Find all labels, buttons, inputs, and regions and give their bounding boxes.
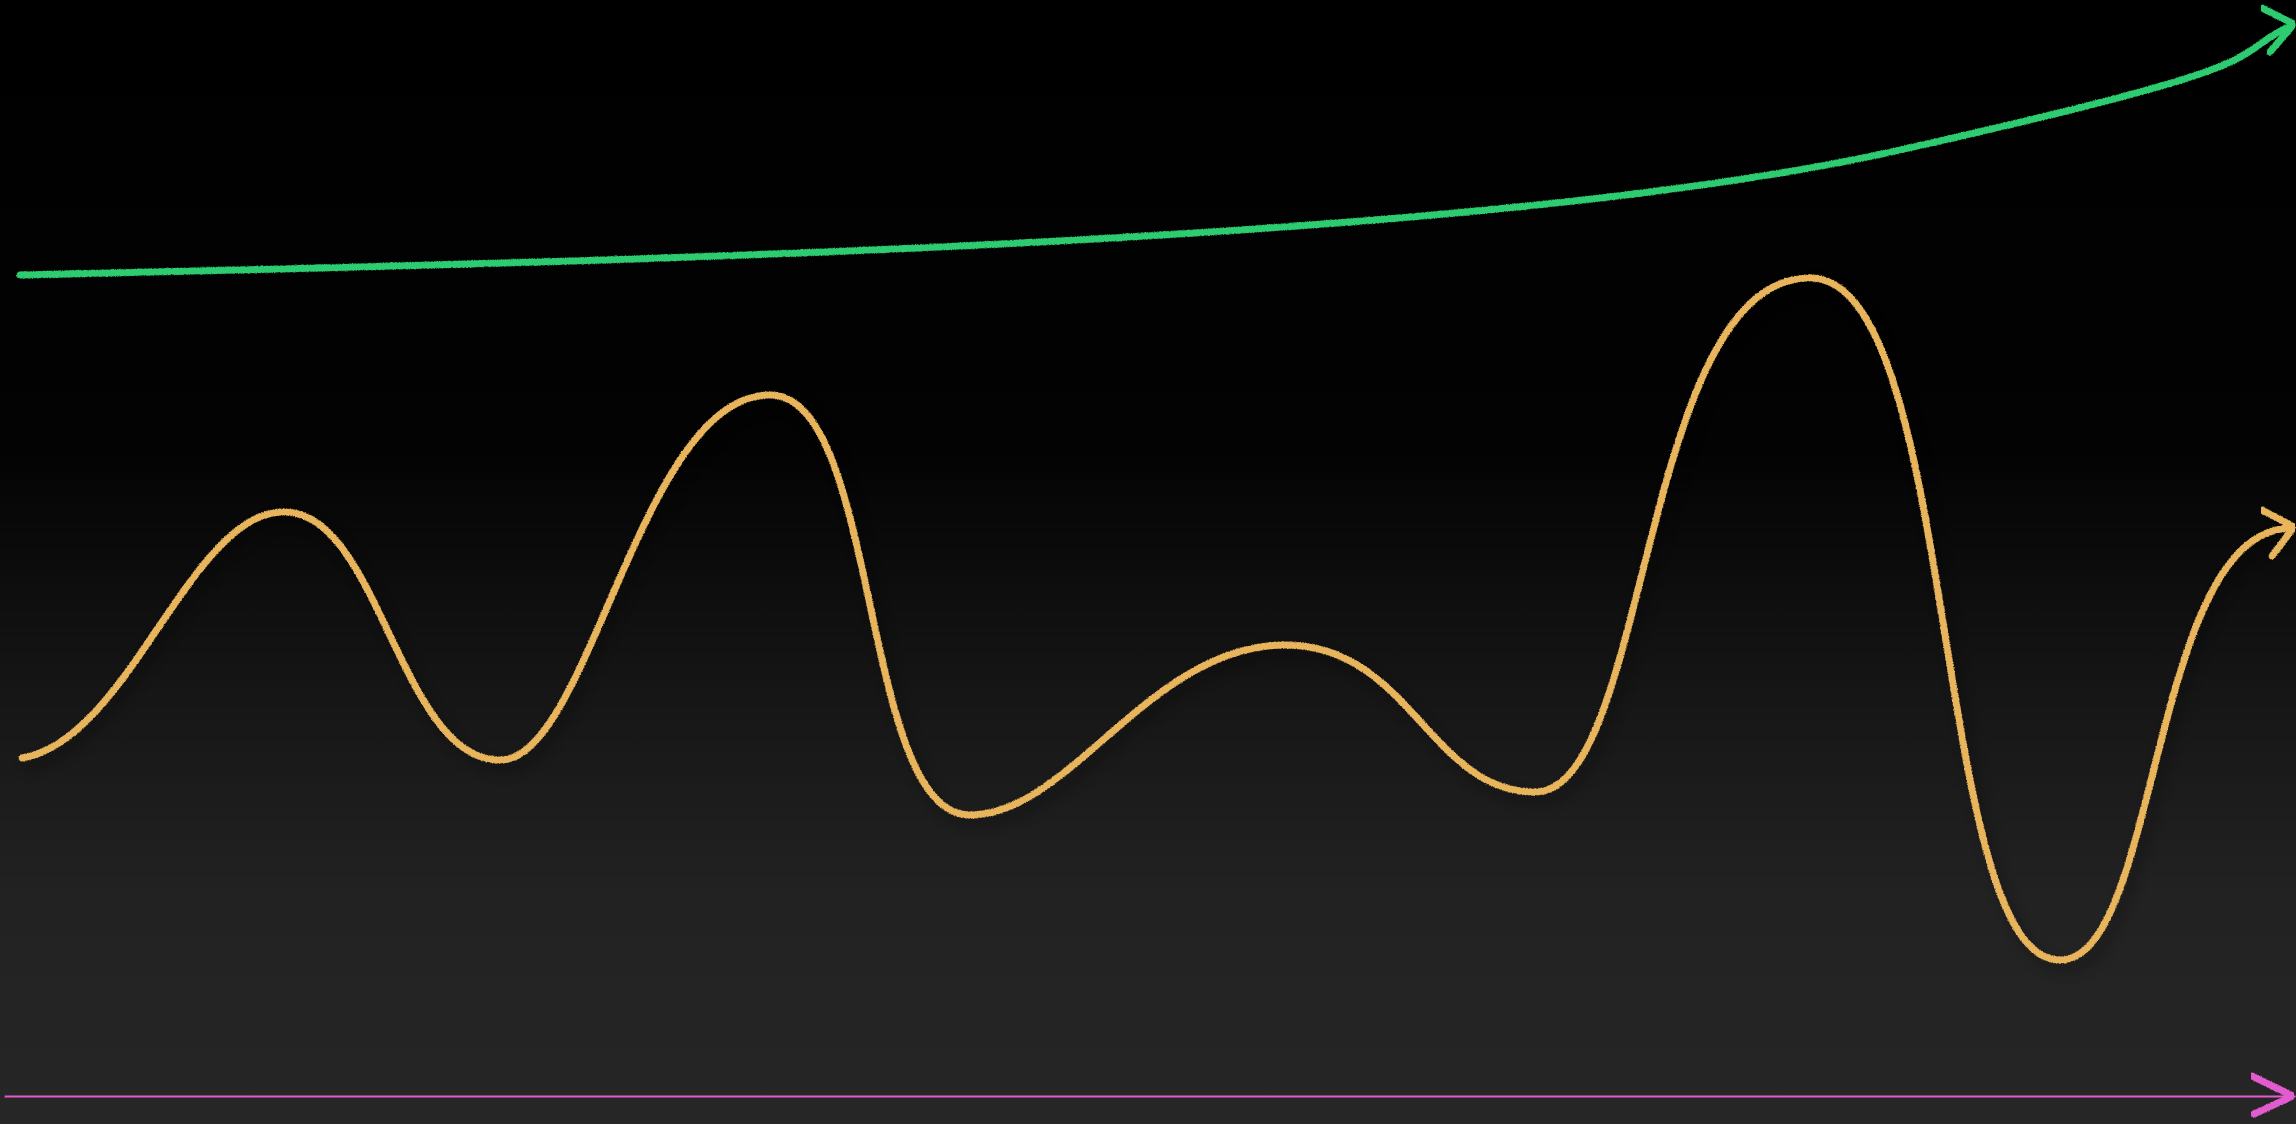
wave-curve-line bbox=[18, 274, 2296, 964]
arrowhead-icon bbox=[2258, 4, 2296, 56]
growth-curve bbox=[16, 4, 2296, 279]
arrowhead-icon bbox=[2258, 506, 2296, 560]
growth-curve-line bbox=[16, 21, 2296, 279]
wave-curve-shadow bbox=[23, 281, 2296, 973]
baseline-arrow bbox=[4, 1072, 2296, 1118]
wave-curve bbox=[18, 274, 2296, 973]
baseline-arrow-line bbox=[4, 1092, 2296, 1101]
arrowhead-icon bbox=[2248, 1072, 2296, 1118]
